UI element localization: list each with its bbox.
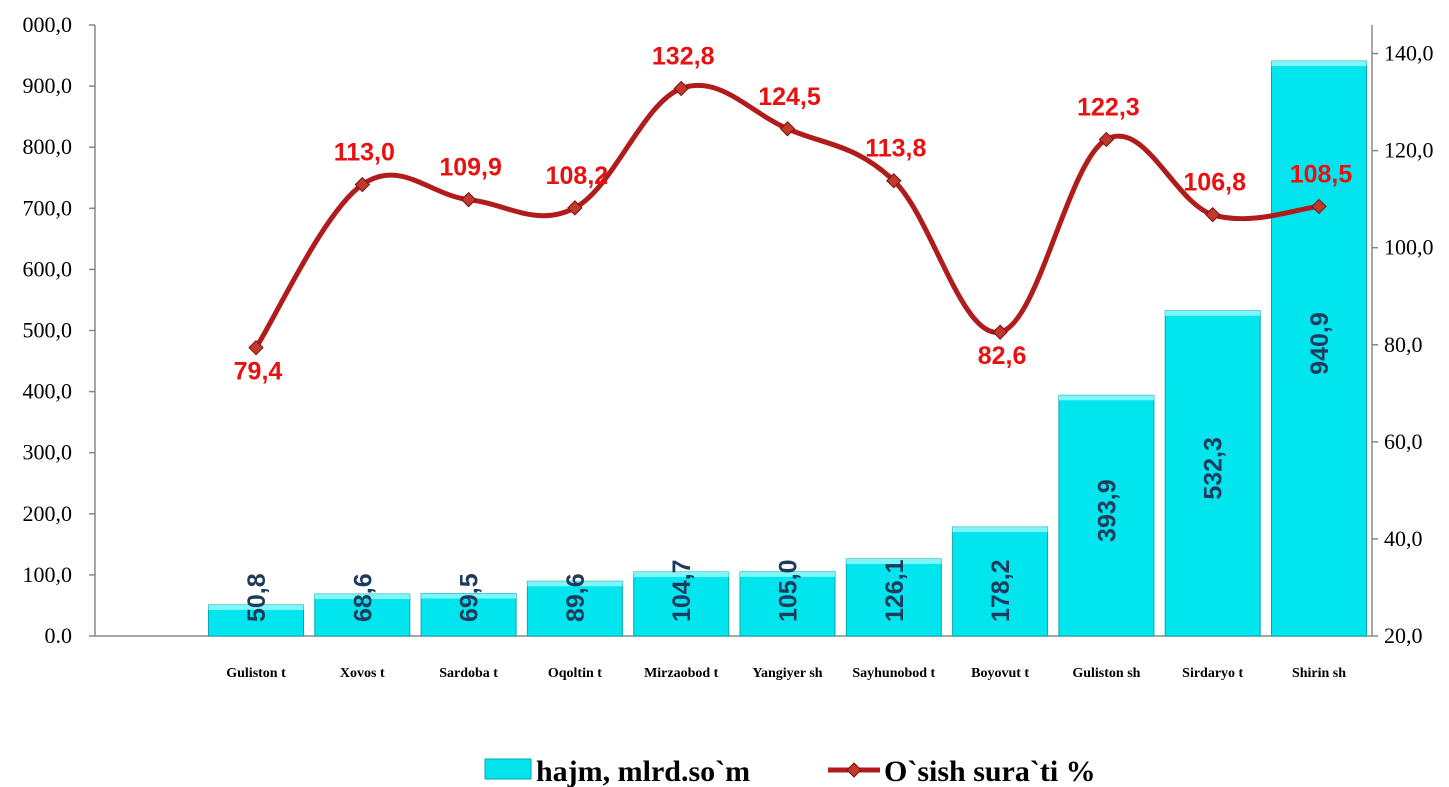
legend-swatch-bars	[484, 758, 532, 780]
line-value-label: 82,6	[978, 342, 1027, 370]
left-tick-label: 300,0	[23, 440, 73, 465]
right-tick-label: 120,0	[1384, 138, 1434, 163]
bar-top-highlight	[527, 581, 623, 587]
line-marker	[1204, 206, 1221, 223]
bar-value-label: 89,6	[562, 573, 590, 622]
line-value-label: 113,0	[334, 139, 395, 167]
line-value-label: 108,5	[1290, 160, 1353, 188]
line-marker	[886, 173, 902, 189]
line-value-label: 109,9	[439, 154, 502, 182]
line-marker	[248, 339, 264, 356]
left-tick-label: 100,0	[23, 562, 73, 587]
bar-top-highlight	[1058, 395, 1154, 401]
left-tick-label: 700,0	[23, 195, 73, 220]
line-marker	[779, 121, 796, 137]
right-tick-label: 100,0	[1384, 235, 1434, 260]
left-tick-label: 500,0	[23, 318, 73, 343]
bar-value-label: 50,8	[243, 573, 271, 622]
bar	[633, 571, 730, 637]
left-tick-label: 800,0	[23, 134, 73, 159]
growth-line	[248, 80, 1327, 356]
legend-line-marker	[846, 762, 862, 778]
x-tick-label: Guliston sh	[1072, 666, 1140, 681]
bar-top-highlight	[421, 593, 517, 599]
x-tick-label: Xovos t	[340, 666, 385, 681]
line-marker	[567, 200, 583, 216]
right-tick-label: 20,0	[1384, 623, 1423, 648]
left-tick-label: 200,0	[23, 501, 73, 526]
left-tick-label: 400,0	[23, 379, 73, 404]
bar	[526, 580, 623, 637]
data-labels: 50,8 68,6 69,5 89,6 104,7 105,0 126,1 178,2 393,…	[234, 42, 1353, 622]
right-tick-label: 80,0	[1384, 332, 1423, 357]
bar-value-label: 940,9	[1306, 312, 1334, 375]
bar-value-label: 69,5	[456, 573, 484, 622]
right-tick-label: 140,0	[1384, 41, 1434, 66]
line-marker	[673, 80, 689, 97]
legend-label-bars: hajm, mlrd.so`m	[536, 755, 750, 787]
x-tick-label: Guliston t	[226, 666, 286, 681]
bar	[845, 558, 942, 637]
right-tick-label: 40,0	[1384, 526, 1423, 551]
line-value-label: 79,4	[234, 358, 283, 386]
bar-value-label: 68,6	[349, 573, 377, 622]
x-tick-label: Yangiyer sh	[752, 666, 822, 681]
bar-value-label: 178,2	[987, 559, 1015, 622]
x-tick-label: Sirdaryo t	[1182, 666, 1243, 681]
bar	[420, 593, 517, 637]
x-tick-label: Mirzaobod t	[644, 666, 719, 681]
bar-value-label: 105,0	[775, 559, 803, 622]
line-marker	[992, 324, 1008, 340]
left-tick-label: 0.0	[45, 623, 73, 648]
right-tick-label: 60,0	[1384, 429, 1423, 454]
x-tick-label: Sayhunobod t	[852, 666, 935, 681]
left-tick-label: 000,0	[23, 12, 73, 37]
line-marker	[1098, 131, 1115, 148]
bar-top-highlight	[633, 572, 729, 578]
bar-top-highlight	[208, 604, 304, 610]
bar-value-label: 104,7	[668, 559, 696, 622]
x-tick-label: Boyovut t	[971, 666, 1029, 681]
bar	[314, 593, 411, 637]
bar	[1058, 394, 1155, 637]
bar-value-label: 532,3	[1200, 437, 1228, 500]
bar-top-highlight	[1165, 310, 1261, 316]
line-marker	[1311, 198, 1327, 215]
line-value-label: 132,8	[652, 42, 715, 70]
legend-label-line: O`sish sura`ti %	[884, 755, 1096, 787]
x-tick-label: Shirin sh	[1292, 666, 1346, 681]
line-marker	[354, 176, 371, 193]
line-value-label: 106,8	[1183, 169, 1246, 197]
bar-value-label: 393,9	[1093, 479, 1121, 542]
line-marker	[460, 191, 477, 208]
growth-line-path	[253, 82, 1320, 350]
left-tick-label: 600,0	[23, 256, 73, 281]
line-value-label: 113,8	[865, 135, 926, 163]
bar	[952, 526, 1049, 637]
legend: hajm, mlrd.so`m O`sish sura`ti %	[484, 755, 1096, 787]
line-value-label: 124,5	[758, 83, 821, 111]
bar	[1164, 310, 1261, 637]
bar	[208, 604, 304, 637]
bar-top-highlight	[846, 558, 942, 564]
bar	[1271, 60, 1367, 637]
bar-top-highlight	[740, 571, 835, 577]
bar-top-highlight	[952, 527, 1048, 533]
x-tick-label: Oqoltin t	[548, 666, 602, 681]
bars	[208, 60, 1367, 637]
left-tick-label: 900,0	[23, 73, 73, 98]
x-tick-label: Sardoba t	[439, 666, 498, 681]
axes: 0.0 100,0 200,0 300,0 400,0 500,0 600,0 700,0 80…	[23, 12, 1434, 681]
bar-top-highlight	[314, 594, 410, 600]
line-value-label: 108,2	[546, 162, 609, 190]
line-value-label: 122,3	[1077, 93, 1140, 121]
bar-value-label: 126,1	[881, 559, 909, 622]
bar-top-highlight	[1271, 61, 1367, 67]
bar	[739, 571, 836, 637]
